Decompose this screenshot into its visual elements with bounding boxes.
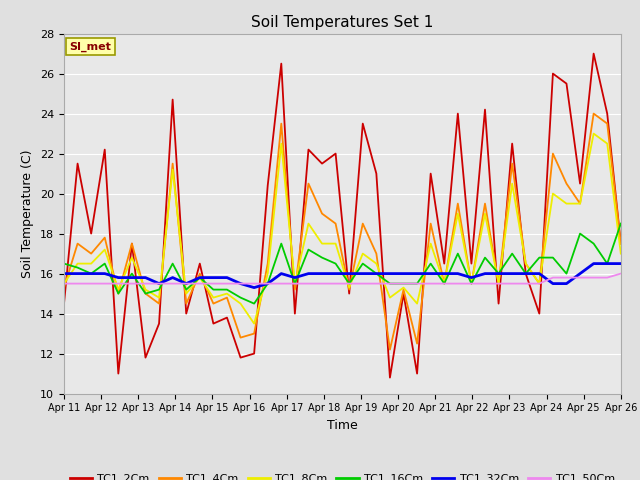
X-axis label: Time: Time (327, 419, 358, 432)
Text: SI_met: SI_met (70, 42, 111, 52)
Title: Soil Temperatures Set 1: Soil Temperatures Set 1 (252, 15, 433, 30)
Legend: TC1_2Cm, TC1_4Cm, TC1_8Cm, TC1_16Cm, TC1_32Cm, TC1_50Cm: TC1_2Cm, TC1_4Cm, TC1_8Cm, TC1_16Cm, TC1… (65, 469, 620, 480)
Y-axis label: Soil Temperature (C): Soil Temperature (C) (22, 149, 35, 278)
